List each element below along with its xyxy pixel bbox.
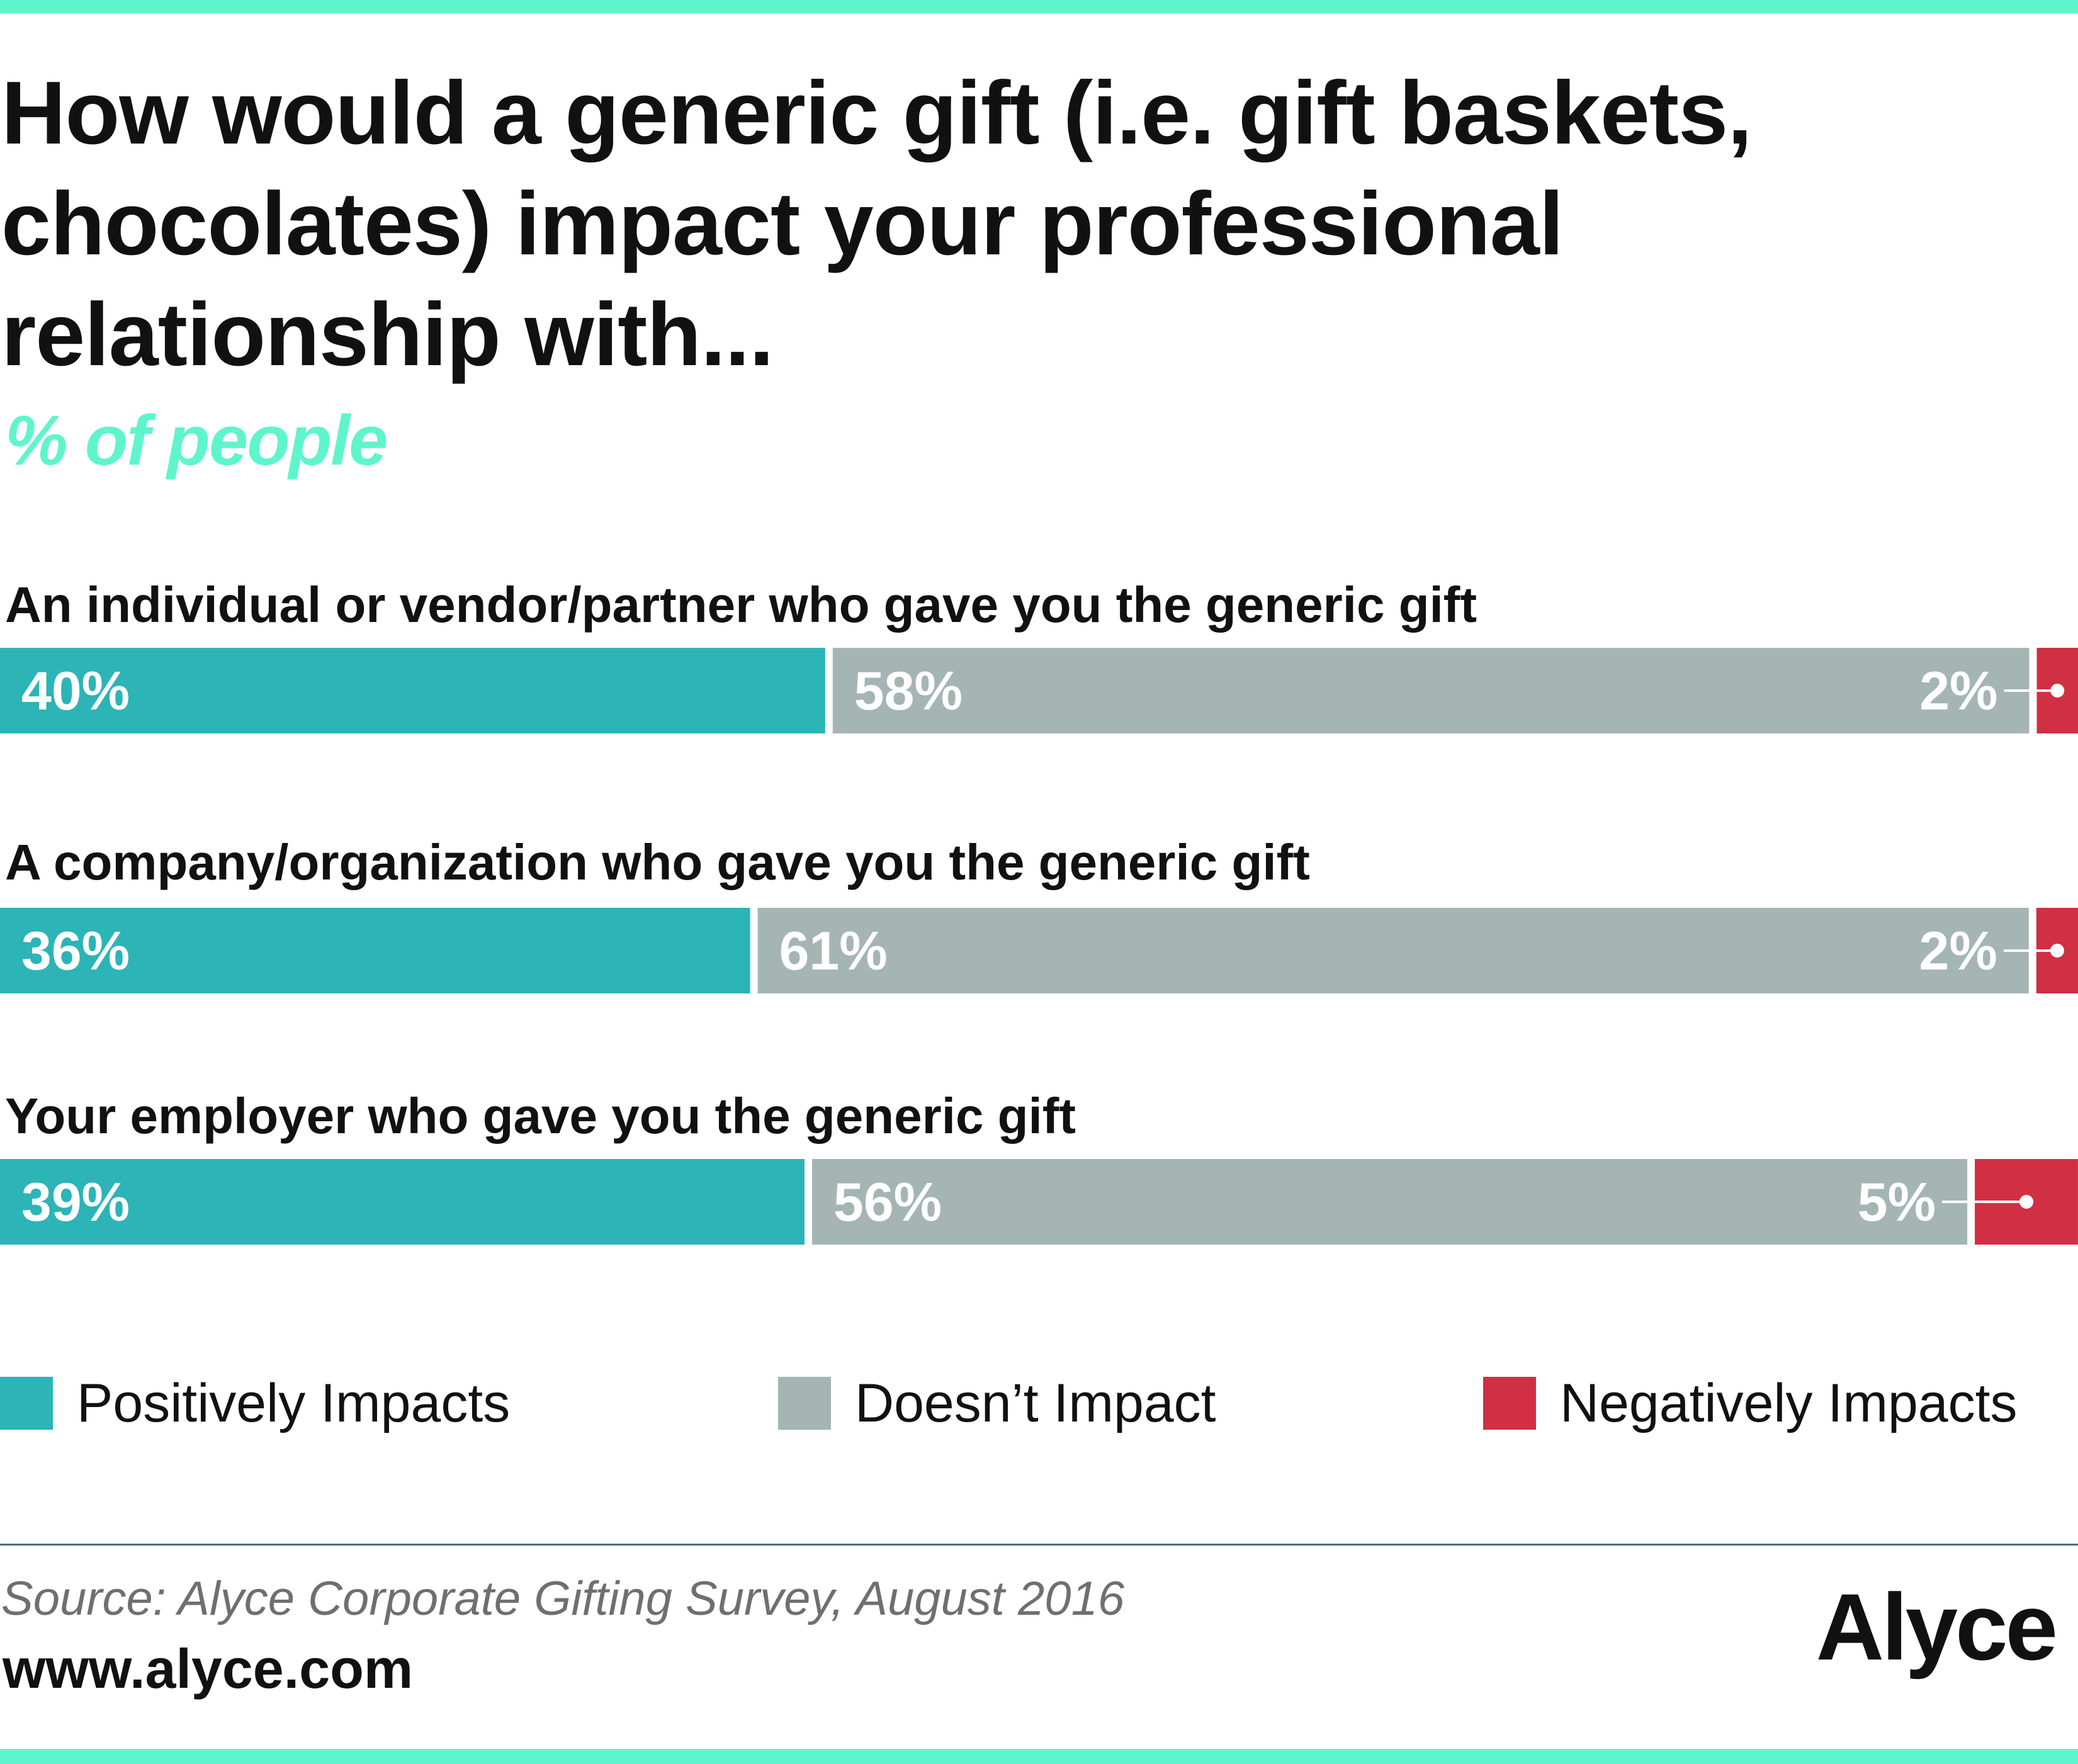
bar-segment-positive: [0, 648, 825, 733]
bar-segment-positive: [0, 908, 750, 993]
alyce-logo: Alyce: [1815, 1574, 2058, 1680]
legend-item-positive: Positively Impacts: [0, 1372, 511, 1433]
callout-dot: [2050, 684, 2065, 698]
bar-value-negative: 5%: [1858, 1172, 1936, 1233]
bottom-accent-rule: [0, 1749, 2078, 1764]
bar-segment-neutral: [832, 648, 2030, 733]
legend-swatch-positive: [0, 1377, 53, 1430]
bar-value-neutral: 56%: [833, 1172, 942, 1233]
bar-value-negative: 2%: [1919, 661, 1997, 721]
chart-title: How would a generic gift (i.e. gift bask…: [1, 63, 1753, 385]
legend-swatch-neutral: [778, 1377, 831, 1430]
category-label: Your employer who gave you the generic g…: [5, 1088, 1076, 1144]
bar-value-positive: 39%: [21, 1172, 130, 1233]
source-note: Source: Alyce Corporate Gifting Survey, …: [1, 1572, 1125, 1625]
legend-label-neutral: Doesn’t Impact: [855, 1372, 1216, 1433]
legend-item-neutral: Doesn’t Impact: [778, 1372, 1216, 1433]
legend-item-negative: Negatively Impacts: [1483, 1372, 2018, 1433]
bar-value-positive: 40%: [21, 661, 130, 721]
callout-dot: [2050, 944, 2064, 958]
bar-value-neutral: 58%: [854, 661, 963, 721]
bar-segment-neutral: [812, 1159, 1968, 1245]
legend-swatch-negative: [1483, 1377, 1536, 1430]
category-label: A company/organization who gave you the …: [5, 834, 1310, 890]
website-link[interactable]: www.alyce.com: [3, 1637, 414, 1700]
top-accent-rule: [0, 0, 2078, 13]
footer-divider: [0, 1544, 2078, 1546]
bar-segment-neutral: [757, 908, 2029, 993]
bar-value-negative: 2%: [1919, 921, 1997, 981]
bar-value-positive: 36%: [21, 921, 130, 981]
legend-label-negative: Negatively Impacts: [1560, 1372, 2018, 1433]
category-label: An individual or vendor/partner who gave…: [5, 577, 1477, 633]
legend-label-positive: Positively Impacts: [77, 1372, 511, 1433]
chart-subtitle: % of people: [5, 401, 388, 480]
callout-dot: [2019, 1195, 2034, 1209]
bar-value-neutral: 61%: [779, 921, 888, 981]
bar-segment-positive: [0, 1159, 805, 1245]
